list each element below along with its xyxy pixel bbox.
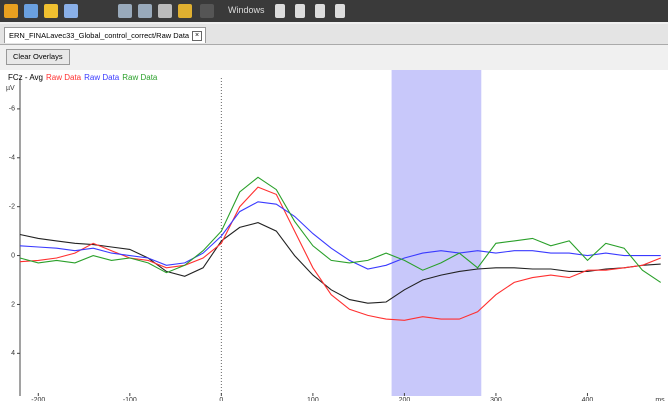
tab-bar: ERN_FINALavec33_Global_control_correct/R… xyxy=(0,24,668,45)
legend: FCz - Avg Raw Data Raw Data Raw Data xyxy=(8,73,160,82)
y-tick-label: -2 xyxy=(9,204,15,211)
tool-icon[interactable] xyxy=(295,4,305,18)
x-tick-label: 100 xyxy=(307,397,319,401)
tool-icon[interactable] xyxy=(315,4,325,18)
channel-label: FCz - Avg xyxy=(8,73,43,82)
y-tick-label: 4 xyxy=(11,350,15,357)
tool-icon[interactable] xyxy=(64,4,78,18)
y-tick-label: 0 xyxy=(11,252,15,259)
y-tick-label: -4 xyxy=(9,155,15,162)
legend-entry: Raw Data xyxy=(84,73,120,82)
y-tick-label: 2 xyxy=(11,301,15,308)
tool-icon[interactable] xyxy=(158,4,172,18)
x-axis-label: ms xyxy=(655,397,665,401)
legend-entry: Raw Data xyxy=(122,73,158,82)
x-tick-label: 400 xyxy=(582,397,594,401)
tool-icon[interactable] xyxy=(44,4,58,18)
clear-overlays-button[interactable]: Clear Overlays xyxy=(6,49,70,65)
tab-title: ERN_FINALavec33_Global_control_correct/R… xyxy=(9,31,190,40)
tool-icon[interactable] xyxy=(4,4,18,18)
data-line xyxy=(19,201,661,270)
chart: -6 -4 -2 0 2 4 -200 -100 0 100 200 300 400 ms µV xyxy=(0,70,668,401)
highlight-region xyxy=(391,70,482,396)
y-tick-label: -6 xyxy=(9,106,15,113)
data-line xyxy=(19,176,662,283)
x-tick-label: 200 xyxy=(399,397,411,401)
plot-background xyxy=(0,70,668,401)
data-line xyxy=(19,186,661,321)
y-axis-label: µV xyxy=(6,85,15,92)
x-tick-label: -100 xyxy=(123,397,137,401)
tool-icon[interactable] xyxy=(335,4,345,18)
x-tick-label: 300 xyxy=(490,397,502,401)
tab-close[interactable]: × xyxy=(192,31,203,41)
tool-icon[interactable] xyxy=(24,4,38,18)
x-tick-label: -200 xyxy=(31,397,45,401)
legend-entry: Raw Data xyxy=(45,73,82,82)
tool-icon[interactable] xyxy=(178,4,192,18)
tab[interactable]: ERN_FINALavec33_Global_control_correct/R… xyxy=(4,27,207,43)
tool-icon[interactable] xyxy=(118,4,132,18)
toolbar: Windows xyxy=(0,0,668,22)
windows-menu[interactable]: Windows xyxy=(228,5,265,15)
tool-icon[interactable] xyxy=(275,4,285,18)
x-tick-label: 0 xyxy=(219,397,223,401)
tool-icon[interactable] xyxy=(200,4,214,18)
tool-icon[interactable] xyxy=(138,4,152,18)
data-line xyxy=(19,222,661,304)
